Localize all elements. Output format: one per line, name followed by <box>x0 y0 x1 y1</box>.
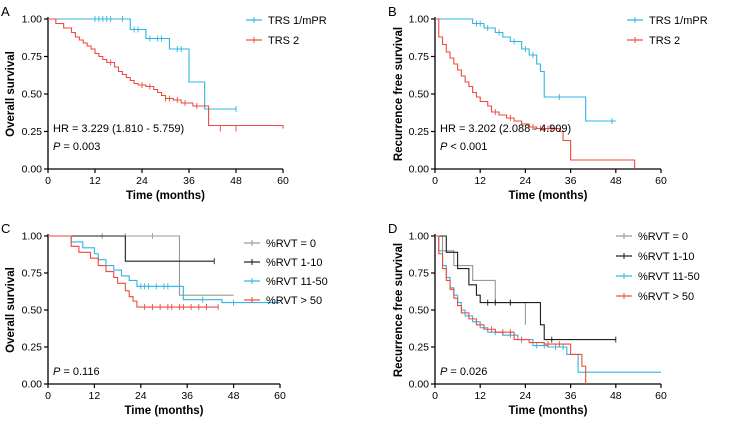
legend-label: TRS 2 <box>268 35 299 47</box>
x-tick-label: 36 <box>181 390 193 402</box>
y-axis-title: Recurrence free survival <box>393 243 405 377</box>
chart-panel-d: D 0 12 24 36 48 60 0.00 0.25 0.50 0.75 1.00 Time (mo… <box>388 221 700 417</box>
y-axis-title: Overall survival <box>5 51 17 137</box>
chart-panel-c: C 0 12 24 36 48 60 0.00 0.25 0.50 0.75 1.00 Time (mo… <box>1 221 328 417</box>
legend-label: %RVT 11-50 <box>266 276 328 288</box>
p-value-text: = 0.116 <box>60 366 99 378</box>
x-tick-label: 48 <box>230 175 242 187</box>
y-tick-label: 0.50 <box>22 305 43 317</box>
y-tick-label: 0.00 <box>409 164 430 176</box>
x-tick-label: 48 <box>610 390 622 402</box>
x-tick-label: 48 <box>610 175 622 187</box>
panel-letter: C <box>1 221 10 236</box>
km-curve <box>435 18 636 169</box>
x-tick-label: 48 <box>228 390 240 402</box>
y-tick-label: 1.00 <box>22 14 43 26</box>
y-tick-label: 0.50 <box>22 89 43 101</box>
p-symbol: P <box>440 366 448 378</box>
x-tick-label: 12 <box>89 390 101 402</box>
y-tick-label: 0.25 <box>22 126 43 138</box>
x-tick-label: 0 <box>45 390 51 402</box>
p-symbol: P <box>53 366 61 378</box>
y-tick-label: 0.00 <box>22 164 43 176</box>
legend-label: %RVT 11-50 <box>638 271 700 283</box>
x-tick-label: 12 <box>474 390 486 402</box>
y-tick-label: 1.00 <box>409 231 430 243</box>
p-value-text: = 0.003 <box>60 141 100 153</box>
legend-label: %RVT > 50 <box>266 295 322 307</box>
x-tick-label: 12 <box>474 175 486 187</box>
panel-letter: A <box>1 4 10 19</box>
chart-panel-a: A 0 12 24 36 48 60 0.00 0.25 0.50 0.75 1.00 Time (mo… <box>1 4 327 202</box>
legend-label: TRS 2 <box>649 35 680 47</box>
legend-label: %RVT 1-10 <box>266 257 322 269</box>
legend-label: %RVT = 0 <box>266 238 316 250</box>
km-curve <box>48 18 236 110</box>
y-tick-label: 0.50 <box>409 89 430 101</box>
p-value: P = 0.026 <box>440 366 487 378</box>
x-tick-label: 0 <box>432 175 438 187</box>
hazard-ratio: HR = 3.229 (1.810 - 5.759) <box>53 123 184 135</box>
x-tick-label: 0 <box>432 390 438 402</box>
p-value: P = 0.116 <box>53 366 100 378</box>
panel-letter: B <box>388 4 397 19</box>
legend-label: TRS 1/mPR <box>268 15 327 27</box>
x-axis-title: Time (months) <box>126 190 205 202</box>
hazard-ratio: HR = 3.202 (2.088 - 4.909) <box>440 123 571 135</box>
x-tick-label: 0 <box>45 175 51 187</box>
x-axis-title: Time (months) <box>508 190 587 202</box>
y-tick-label: 0.00 <box>409 379 430 391</box>
legend-label: TRS 1/mPR <box>649 15 708 27</box>
y-tick-label: 0.25 <box>409 126 430 138</box>
x-tick-label: 24 <box>135 390 147 402</box>
y-tick-label: 0.75 <box>22 268 43 280</box>
x-tick-label: 60 <box>655 390 667 402</box>
y-tick-label: 1.00 <box>22 231 43 243</box>
x-tick-label: 24 <box>520 175 532 187</box>
km-curve <box>435 235 587 384</box>
x-axis-title: Time (months) <box>508 405 587 417</box>
km-curve <box>48 235 219 308</box>
km-curve <box>48 235 215 262</box>
x-tick-label: 36 <box>183 175 195 187</box>
chart-panel-b: B 0 12 24 36 48 60 0.00 0.25 0.50 0.75 1.00 Time (mo… <box>388 4 708 202</box>
x-axis-title: Time (months) <box>124 405 203 417</box>
legend-label: %RVT 1-10 <box>638 251 694 263</box>
x-tick-label: 24 <box>136 175 148 187</box>
x-tick-label: 36 <box>565 390 577 402</box>
y-tick-label: 0.25 <box>22 342 43 354</box>
p-symbol: P <box>440 141 448 153</box>
p-value-text: = 0.026 <box>447 366 487 378</box>
x-tick-label: 24 <box>520 390 532 402</box>
km-curve <box>435 18 616 122</box>
x-tick-label: 36 <box>565 175 577 187</box>
p-value: P = 0.003 <box>53 141 100 153</box>
km-curve <box>48 235 280 304</box>
km-curve <box>435 235 616 341</box>
y-tick-label: 0.50 <box>409 305 430 317</box>
y-tick-label: 0.00 <box>22 379 43 391</box>
x-tick-label: 12 <box>89 175 101 187</box>
legend-label: %RVT > 50 <box>638 291 694 303</box>
y-tick-label: 0.75 <box>409 268 430 280</box>
km-curve <box>48 18 284 129</box>
y-tick-label: 1.00 <box>409 14 430 26</box>
x-tick-label: 60 <box>274 390 286 402</box>
y-tick-label: 0.25 <box>409 342 430 354</box>
p-value-text: < 0.001 <box>447 141 487 153</box>
x-tick-label: 60 <box>277 175 289 187</box>
legend-label: %RVT = 0 <box>638 231 688 243</box>
p-value: P < 0.001 <box>440 141 487 153</box>
y-axis-title: Recurrence free survival <box>393 27 405 161</box>
y-tick-label: 0.75 <box>22 51 43 63</box>
panel-letter: D <box>388 221 397 236</box>
y-tick-label: 0.75 <box>409 51 430 63</box>
p-symbol: P <box>53 141 61 153</box>
y-axis-title: Overall survival <box>5 267 17 353</box>
x-tick-label: 60 <box>655 175 667 187</box>
